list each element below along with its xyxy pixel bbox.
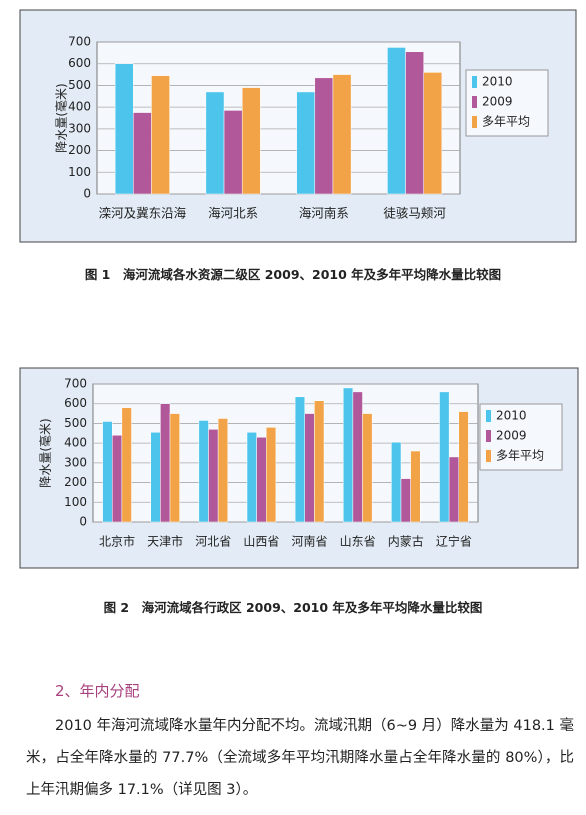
bar	[266, 427, 277, 523]
bar	[314, 77, 334, 195]
legend-label: 2010	[482, 75, 513, 89]
bar	[246, 432, 257, 523]
bar	[114, 63, 134, 195]
y-tick-label: 400	[64, 436, 87, 450]
bar	[112, 435, 123, 523]
paragraph: 2010 年海河流域降水量年内分配不均。流域汛期（6~9 月）降水量为 418.…	[26, 718, 574, 798]
bar	[439, 391, 450, 523]
legend-label: 多年平均	[496, 449, 544, 463]
y-tick-label: 0	[83, 187, 91, 201]
legend-swatch	[472, 76, 477, 88]
y-tick-label: 600	[68, 56, 91, 70]
bar	[410, 450, 421, 523]
bar	[223, 110, 243, 195]
bar	[198, 420, 209, 523]
legend-swatch	[486, 410, 491, 422]
y-tick-label: 600	[64, 396, 87, 410]
bar	[423, 72, 443, 195]
x-tick-label: 北京市	[99, 534, 135, 549]
y-tick-label: 300	[64, 455, 87, 469]
legend-box	[465, 69, 549, 137]
bar	[133, 112, 152, 195]
bar	[352, 391, 363, 523]
x-tick-label: 海河南系	[299, 206, 349, 221]
y-tick-label: 700	[64, 377, 87, 391]
x-tick-label: 河北省	[195, 535, 231, 549]
y-axis-label: 降水量(毫米)	[54, 83, 69, 152]
bar	[391, 441, 402, 523]
y-tick-label: 200	[68, 143, 91, 157]
bar	[102, 421, 113, 523]
bar	[362, 413, 373, 523]
legend-label: 多年平均	[482, 115, 530, 129]
legend-swatch	[486, 450, 491, 462]
bar	[217, 418, 228, 523]
x-tick-label: 山西省	[243, 535, 279, 549]
caption: 图 2 海河流域各行政区 2009、2010 年及多年平均降水量比较图	[103, 600, 483, 615]
bar	[205, 91, 225, 195]
x-tick-label: 海河北系	[208, 206, 258, 221]
bar	[256, 436, 267, 523]
bar	[150, 432, 161, 523]
bar	[208, 429, 219, 523]
bar	[405, 51, 424, 195]
x-tick-label: 山东省	[340, 535, 376, 549]
y-tick-label: 100	[68, 165, 91, 179]
bar	[448, 456, 459, 523]
legend-swatch	[472, 116, 477, 128]
bar	[294, 396, 305, 523]
x-tick-label: 内蒙古	[388, 534, 424, 549]
legend-label: 2009	[496, 429, 527, 443]
x-tick-label: 河南省	[292, 534, 328, 549]
legend-label: 2010	[496, 409, 527, 423]
bar	[314, 400, 325, 523]
bar	[387, 47, 406, 195]
caption: 图 1 海河流域各水资源二级区 2009、2010 年及多年平均降水量比较图	[84, 267, 502, 282]
y-tick-label: 400	[68, 100, 91, 114]
y-tick-label: 500	[64, 416, 87, 430]
y-tick-label: 300	[68, 121, 91, 135]
x-tick-label: 滦河及冀东沿海	[99, 206, 187, 221]
y-tick-label: 200	[64, 475, 87, 489]
y-tick-label: 0	[79, 515, 87, 529]
bar	[343, 387, 354, 523]
bar	[332, 74, 352, 195]
bar	[169, 413, 180, 523]
section-heading: 2、年内分配	[55, 682, 140, 700]
legend-label: 2009	[482, 95, 513, 109]
x-tick-label: 天津市	[147, 534, 183, 549]
y-axis-label: 降水量(毫米)	[38, 418, 53, 487]
bar	[241, 87, 261, 195]
legend-box	[479, 403, 563, 471]
bar	[296, 91, 316, 195]
y-tick-label: 500	[68, 78, 91, 92]
y-tick-label: 100	[64, 495, 87, 509]
bar	[151, 75, 170, 195]
bar	[160, 403, 171, 523]
bar	[304, 413, 315, 523]
legend-swatch	[486, 430, 491, 442]
bar	[121, 407, 132, 523]
x-tick-label: 辽宁省	[436, 534, 472, 549]
y-tick-label: 700	[68, 35, 91, 49]
legend-swatch	[472, 96, 477, 108]
x-tick-label: 徒骇马颊河	[383, 206, 446, 221]
bar	[458, 411, 469, 523]
bar	[400, 478, 411, 523]
